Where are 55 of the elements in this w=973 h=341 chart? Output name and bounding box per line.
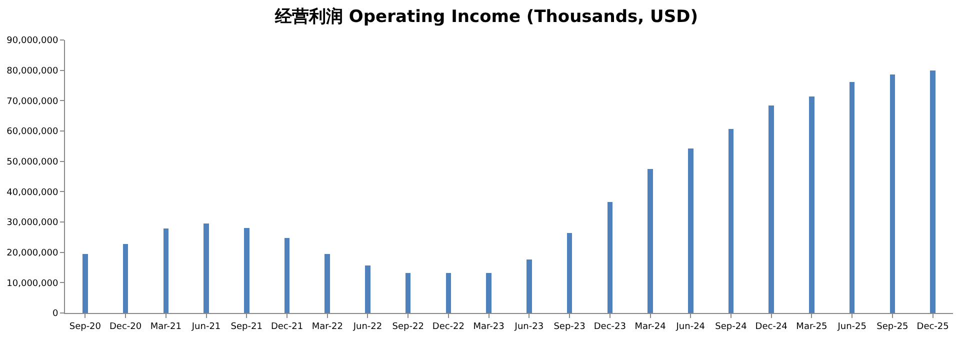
bar <box>930 70 936 313</box>
x-tick-label: Sep-25 <box>876 322 908 332</box>
y-tick-label: 70,000,000 <box>6 96 58 107</box>
x-tick-label: Jun-25 <box>836 322 866 332</box>
x-tick-label: Sep-21 <box>230 322 262 332</box>
y-tick-label: 0 <box>52 309 58 320</box>
bar <box>324 254 330 313</box>
x-tick-label: Mar-23 <box>473 322 504 332</box>
bar <box>648 169 653 313</box>
bar <box>728 129 734 313</box>
x-tick-label: Dec-23 <box>594 322 626 332</box>
y-tick-label: 80,000,000 <box>6 66 58 76</box>
bar <box>566 232 572 313</box>
x-tick-label: Sep-23 <box>554 322 586 332</box>
bar <box>365 266 370 313</box>
bar <box>849 82 855 313</box>
chart-title: 经营利润 Operating Income (Thousands, USD) <box>274 7 698 28</box>
bar <box>284 238 290 313</box>
x-tick-label: Jun-23 <box>514 322 544 332</box>
x-tick-label: Sep-20 <box>69 322 102 332</box>
x-tick-label: Dec-22 <box>432 322 465 332</box>
y-tick-label: 50,000,000 <box>6 157 58 168</box>
x-tick-label: Dec-25 <box>916 322 949 332</box>
y-tick-label: 90,000,000 <box>6 36 58 46</box>
x-tick-label: Mar-24 <box>634 322 666 332</box>
bar <box>768 106 774 313</box>
bar <box>688 148 694 313</box>
bar <box>405 272 411 313</box>
x-tick-label: Jun-21 <box>190 322 221 332</box>
x-tick-label: Jun-24 <box>675 322 706 332</box>
bar <box>890 74 896 313</box>
x-tick-label: Sep-22 <box>392 322 424 332</box>
bar <box>163 228 169 313</box>
bar <box>486 272 492 313</box>
x-tick-label: Jun-22 <box>352 322 382 332</box>
y-tick-label: 40,000,000 <box>6 188 58 198</box>
bar <box>244 228 250 313</box>
bar <box>82 254 88 313</box>
x-tick-label: Mar-25 <box>796 322 828 332</box>
x-tick-label: Dec-24 <box>755 322 788 332</box>
x-tick-label: Dec-21 <box>270 322 304 332</box>
y-tick-label: 20,000,000 <box>6 248 58 258</box>
y-tick-label: 10,000,000 <box>6 278 58 289</box>
y-tick-label: 60,000,000 <box>6 127 58 138</box>
x-tick-label: Sep-24 <box>715 322 748 332</box>
bar <box>809 96 814 313</box>
y-tick-label: 30,000,000 <box>6 218 58 228</box>
x-tick-label: Mar-22 <box>312 322 343 332</box>
bar <box>122 244 128 313</box>
x-tick-label: Dec-20 <box>109 322 142 332</box>
x-tick-label: Mar-21 <box>150 322 182 332</box>
bar <box>446 272 452 313</box>
bar <box>204 224 209 313</box>
bar <box>526 260 532 313</box>
bar <box>607 202 613 313</box>
